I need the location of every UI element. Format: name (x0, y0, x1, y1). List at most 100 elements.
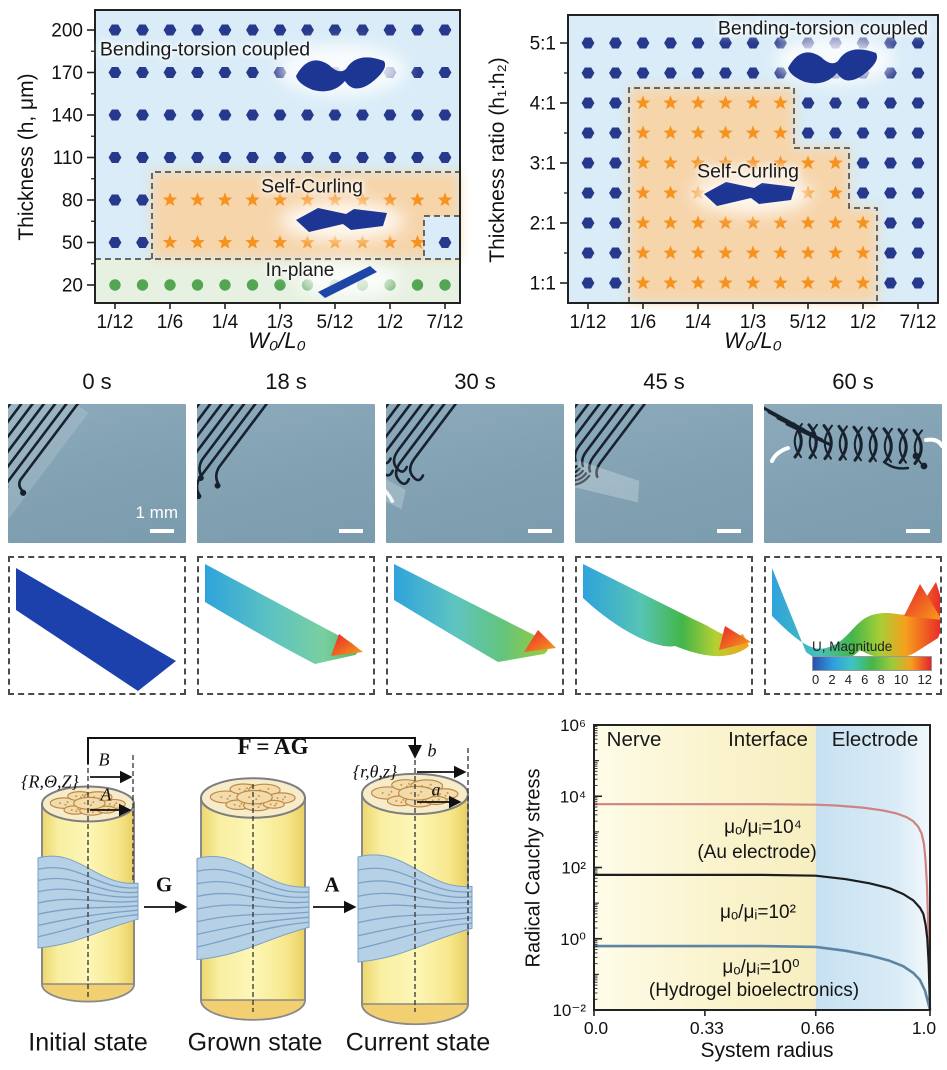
marker-star (663, 125, 678, 140)
marker-star (718, 215, 733, 230)
marker-star (718, 245, 733, 260)
colorbar-tick-label: 8 (877, 672, 885, 687)
marker-hexagon (136, 152, 149, 163)
marker-hexagon (884, 217, 897, 229)
marker-star (355, 234, 370, 249)
nerve-interface-region (594, 725, 816, 1010)
marker-hexagon (884, 127, 897, 139)
marker-hexagon (108, 194, 122, 206)
marker-hexagon (218, 24, 232, 36)
marker-hexagon (691, 67, 705, 79)
plot-border (94, 9, 461, 304)
y-tick-label: 10⁶ (560, 716, 586, 735)
region-label-electrode: Electrode (831, 728, 919, 751)
stress-curve (594, 944, 932, 1011)
marker-star (773, 275, 788, 290)
y-tick-label: 4:1 (530, 94, 556, 115)
y-tick-label: 5:1 (530, 34, 556, 55)
marker-star (437, 192, 453, 207)
phase-diagram-thickness: 1/12 1/6 1/4 1/3 5/12 1/2 7/12 200 170 140 110 80 50… (0, 0, 470, 360)
marker-hexagon (581, 157, 595, 169)
marker-circle (274, 279, 286, 291)
marker-hexagon (609, 217, 622, 229)
marker-hexagon (609, 277, 622, 289)
marker-circle (411, 279, 424, 291)
marker-star (410, 234, 425, 249)
marker-hexagon (218, 67, 232, 78)
colorbar-tick-label: 10 (893, 672, 909, 687)
x-tick-label: 1/2 (377, 312, 403, 333)
marker-hexagon (609, 187, 622, 199)
marker-hexagon (911, 97, 925, 109)
marker-star (690, 155, 706, 170)
marker-star (635, 185, 651, 200)
marker-star (410, 192, 425, 207)
sim-ribbon-tip-fold (904, 584, 940, 620)
marker-hexagon (136, 109, 149, 121)
photo-time-label: 45 s (643, 369, 685, 394)
photo-time-label: 18 s (265, 369, 307, 394)
marker-hexagon (911, 217, 925, 229)
marker-hexagon (829, 127, 842, 139)
elastic-tensor-label: A (324, 872, 340, 897)
marker-star (773, 155, 788, 170)
y-tick-label: 10⁻² (552, 1001, 586, 1020)
self-curled-ribbon-inset (704, 182, 795, 206)
simulation-frame (8, 556, 186, 695)
marker-star (272, 234, 288, 249)
y-tick-label: 110 (53, 148, 83, 169)
marker-star (635, 155, 651, 170)
region-label-nerve: Nerve (606, 728, 662, 751)
caption-initial-state: Initial state (28, 1028, 148, 1057)
marker-star (745, 155, 761, 170)
marker-hexagon (856, 187, 870, 199)
marker-hexagon (108, 237, 122, 248)
marker-hexagon (163, 152, 177, 163)
marker-hexagon (856, 97, 870, 109)
marker-star (635, 275, 651, 290)
scale-bar (717, 529, 741, 533)
marker-star (855, 215, 871, 230)
phase-boundary-dashed (628, 87, 878, 303)
region-label-bending-torsion: Bending-torsion coupled (99, 38, 311, 61)
marker-hexagon (801, 97, 815, 109)
y-tick-label: 1:1 (530, 274, 556, 295)
series-sublabel: (Au electrode) (697, 842, 817, 864)
nerve-fascicle (73, 796, 106, 810)
marker-hexagon (911, 67, 925, 79)
marker-star (800, 215, 816, 230)
simulation-frame (197, 556, 375, 695)
marker-star (635, 95, 651, 110)
marker-hexagon (301, 109, 314, 121)
scale-bar (528, 529, 552, 533)
outer-radius-b-label: b (427, 740, 437, 761)
deformation-equation: F = AG (237, 734, 309, 759)
marker-hexagon (136, 237, 149, 248)
x-tick-label: 0.0 (584, 1018, 609, 1038)
inset-glow (775, 36, 895, 84)
colorbar-gradient (812, 656, 932, 671)
marker-hexagon (273, 24, 287, 36)
sim-curled-ribbon (772, 568, 940, 662)
marker-hexagon (411, 152, 424, 163)
marker-star (690, 275, 706, 290)
marker-hexagon (609, 37, 622, 49)
growth-tensor-label: G (155, 872, 173, 897)
x-tick-label: 7/12 (900, 312, 937, 333)
marker-star (773, 215, 788, 230)
marker-star (828, 155, 843, 170)
marker-star (272, 192, 288, 207)
y-tick-label: 10⁰ (560, 930, 586, 949)
marker-star (327, 192, 343, 207)
marker-star (745, 275, 761, 290)
marker-hexagon (218, 152, 232, 163)
marker-star (217, 192, 233, 207)
marker-star (855, 245, 871, 260)
colorbar-tick-label: 4 (844, 672, 852, 687)
photo-time-label: 30 s (454, 369, 496, 394)
marker-hexagon (411, 67, 424, 78)
marker-star (663, 95, 678, 110)
marker-star (690, 245, 706, 260)
phase-boundary-dashed (423, 215, 460, 259)
